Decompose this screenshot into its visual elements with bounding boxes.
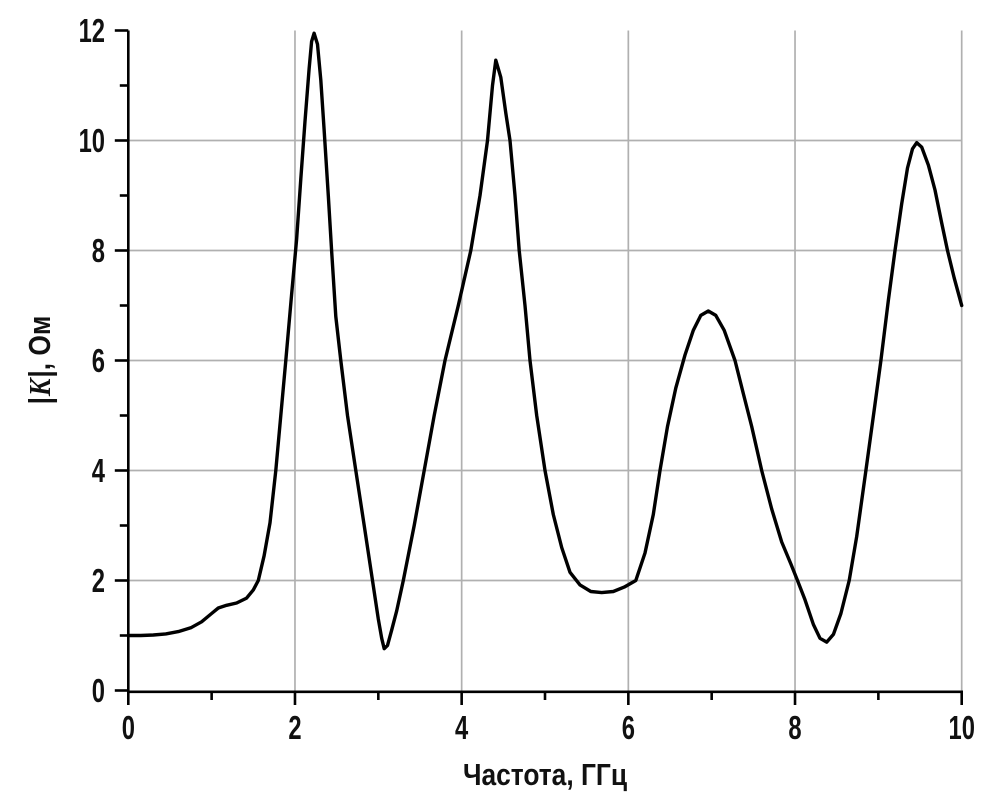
x-tick-label-10: 10 [948, 710, 974, 747]
y-title-unit: |, Ом [22, 315, 57, 378]
x-tick-label-8: 8 [788, 710, 801, 747]
series-curve-|K| [126, 31, 964, 651]
y-tick-label-4: 4 [92, 453, 105, 490]
y-title-variable: K [22, 378, 57, 397]
y-tick-label-2: 2 [92, 563, 105, 600]
x-tick-label-6: 6 [622, 710, 635, 747]
x-axis-title: Частота, ГГц [462, 757, 628, 792]
x-tick-label-2: 2 [288, 710, 301, 747]
x-tick-label-4: 4 [455, 710, 468, 747]
y-axis-title: |K|, Ом [22, 316, 58, 405]
x-tick-label-0: 0 [122, 710, 135, 747]
y-title-bar-left: | [22, 396, 57, 405]
y-tick-label-0: 0 [92, 673, 105, 710]
y-tick-label-10: 10 [79, 123, 105, 160]
y-tick-label-6: 6 [92, 343, 105, 380]
y-tick-label-8: 8 [92, 233, 105, 270]
y-tick-label-12: 12 [79, 13, 105, 50]
